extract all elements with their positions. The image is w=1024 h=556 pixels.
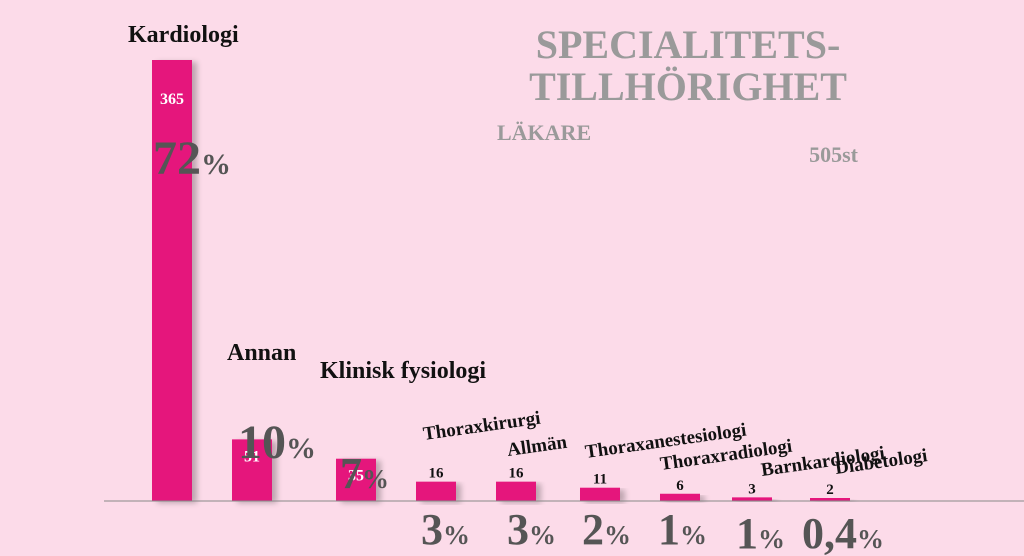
percent-label-6: 2% <box>582 505 631 554</box>
bar-9 <box>810 498 850 501</box>
value-label-6: 11 <box>593 472 607 488</box>
percent-label-7: 1% <box>658 505 707 554</box>
bar-7 <box>660 493 700 501</box>
percent-sign-1: % <box>201 148 231 181</box>
category-label-3: Klinisk fysiologi <box>320 358 486 384</box>
value-label-7: 6 <box>676 478 684 494</box>
value-label-1: 365 <box>160 91 184 108</box>
percent-sign-5: % <box>529 520 556 550</box>
percent-sign-3: % <box>362 464 389 494</box>
percent-label-2: 10% <box>238 416 316 469</box>
category-label-5: Allmän <box>506 432 569 461</box>
bar-8 <box>732 497 772 501</box>
bar-6 <box>580 487 620 501</box>
value-label-4: 16 <box>429 466 445 482</box>
value-label-9: 2 <box>826 482 834 498</box>
percent-label-8: 1% <box>736 509 785 556</box>
bar-5 <box>496 481 536 501</box>
percent-label-1: 72% <box>153 132 231 185</box>
bar-1 <box>152 60 192 501</box>
value-label-5: 16 <box>509 466 525 482</box>
chart-subtitle: LÄKARE <box>497 120 591 145</box>
value-label-2: 51 <box>244 448 260 465</box>
value-label-8: 3 <box>748 481 756 497</box>
percent-sign-8: % <box>758 524 785 554</box>
percent-sign-2: % <box>286 432 316 465</box>
percent-sign-7: % <box>680 520 707 550</box>
percent-label-5: 3% <box>507 505 556 554</box>
percent-sign-9: % <box>857 524 884 554</box>
percent-sign-6: % <box>604 520 631 550</box>
bar-3 <box>336 458 376 501</box>
bar-4 <box>416 481 456 501</box>
category-label-1: Kardiologi <box>128 22 239 48</box>
chart-title-line2: TILLHÖRIGHET <box>529 64 847 109</box>
chart-title: SPECIALITETS- <box>536 22 841 67</box>
percent-label-9: 0,4% <box>802 509 884 556</box>
bar-2 <box>232 439 272 501</box>
percent-label-4: 3% <box>421 505 470 554</box>
value-label-3: 35 <box>348 468 364 485</box>
total-label: 505st <box>809 142 859 167</box>
percent-label-3: 7% <box>340 449 389 498</box>
percent-sign-4: % <box>443 520 470 550</box>
category-label-2: Annan <box>227 340 296 366</box>
